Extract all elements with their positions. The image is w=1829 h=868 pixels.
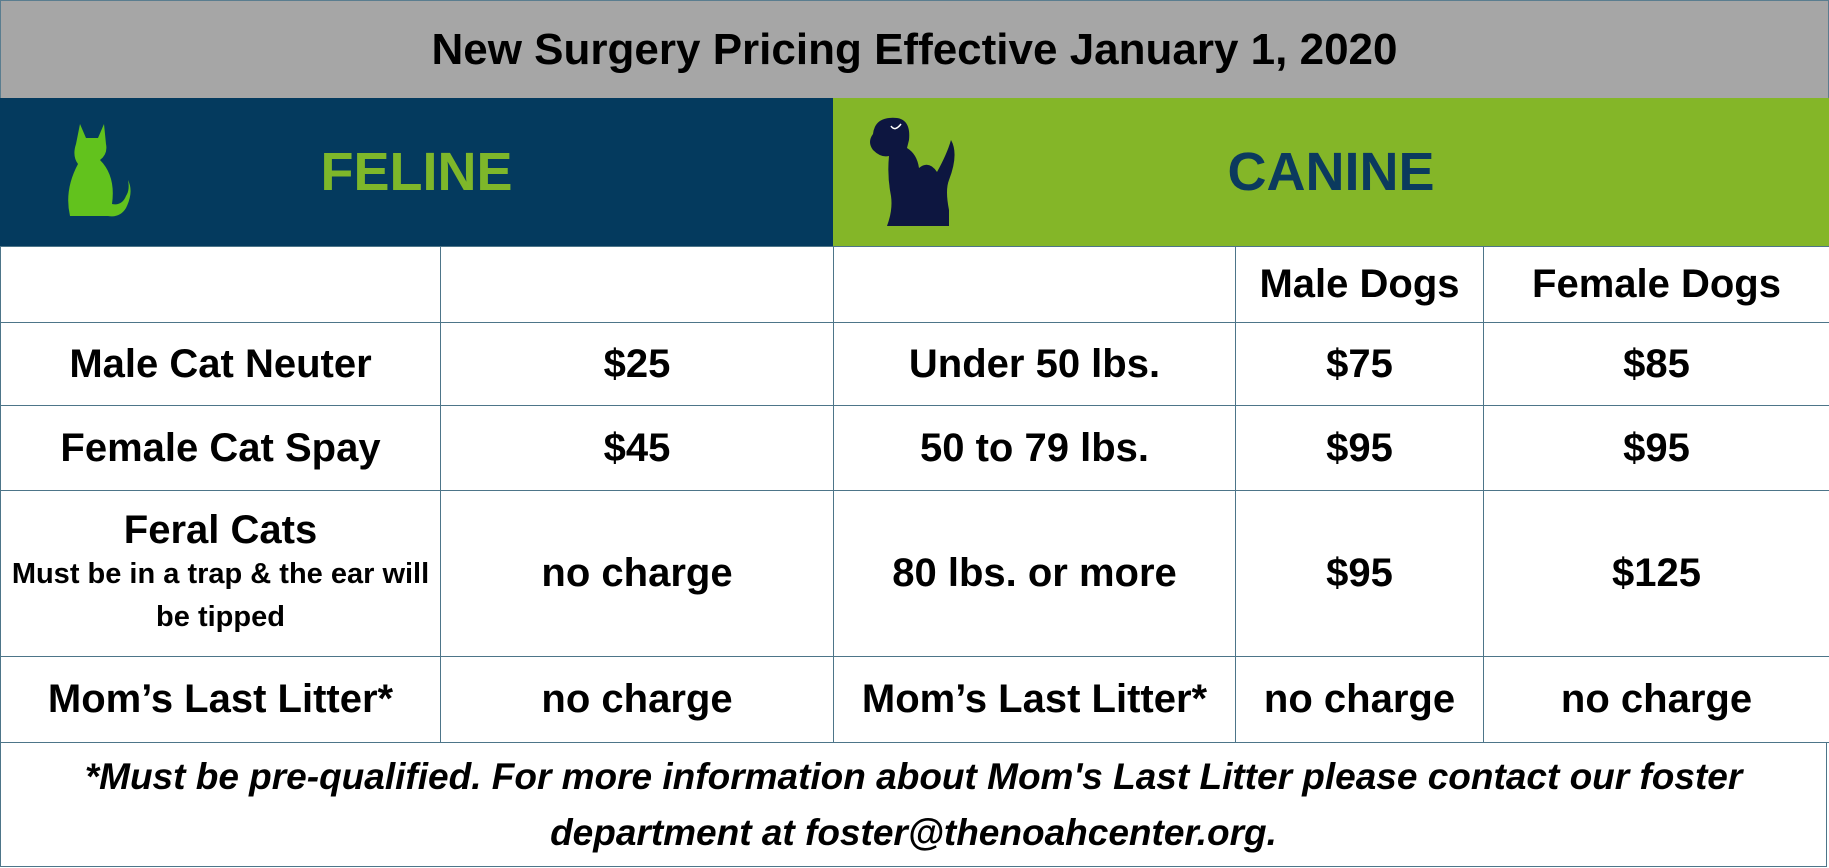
label-text: Mom’s Last Litter* (47, 677, 394, 721)
feline-price: $25 (440, 322, 834, 406)
canine-size: 50 to 79 lbs. (833, 405, 1236, 491)
row: Mom’s Last Litter* no charge Mom’s Last Li… (0, 656, 1829, 743)
male-price: $95 (1235, 490, 1484, 657)
canine-size: Mom’s Last Litter* (833, 656, 1236, 743)
female-price: $85 (1483, 322, 1829, 406)
feline-label: Feral Cats Must be in a trap & the ear wi… (0, 490, 441, 657)
canine-size: 80 lbs. or more (833, 490, 1236, 657)
label-note: Must be in a trap & the ear will be tipp… (11, 557, 430, 634)
feline-price: no charge (440, 656, 834, 743)
row: Female Cat Spay $45 50 to 79 lbs. $95 $95 (0, 405, 1829, 491)
cell (833, 246, 1236, 323)
canine-title: CANINE (1227, 142, 1435, 202)
dog-icon (870, 117, 955, 226)
canine-header: CANINE (833, 98, 1829, 246)
row: Feral Cats Must be in a trap & the ear wi… (0, 490, 1829, 657)
female-price: $95 (1483, 405, 1829, 491)
column-header: Male Dogs (1235, 246, 1484, 323)
price-table: Male Dogs Female Dogs Male Cat Neuter $25… (0, 246, 1829, 743)
cell (0, 246, 441, 323)
female-price: no charge (1483, 656, 1829, 743)
feline-header: FELINE (0, 98, 833, 246)
male-price: $95 (1235, 405, 1484, 491)
feline-title: FELINE (320, 142, 513, 202)
female-price: $125 (1483, 490, 1829, 657)
canine-size: Under 50 lbs. (833, 322, 1236, 406)
row: Male Cat Neuter $25 Under 50 lbs. $75 $85 (0, 322, 1829, 406)
feline-label: Female Cat Spay (0, 405, 441, 491)
feline-label: Male Cat Neuter (0, 322, 441, 406)
title: New Surgery Pricing Effective January 1,… (0, 0, 1829, 99)
header-row: Male Dogs Female Dogs (0, 246, 1829, 323)
male-price: $75 (1235, 322, 1484, 406)
label-text: Feral Cats (123, 507, 318, 552)
cat-icon (68, 124, 131, 217)
label-text: Female Cat Spay (60, 425, 381, 470)
footer: *Must be pre-qualified. For more informa… (0, 742, 1827, 867)
label-text: Male Cat Neuter (69, 341, 372, 386)
feline-price: no charge (440, 490, 834, 657)
feline-price: $45 (440, 405, 834, 491)
column-header: Female Dogs (1483, 246, 1829, 323)
feline-label: Mom’s Last Litter* (0, 656, 441, 743)
cell (440, 246, 834, 323)
male-price: no charge (1235, 656, 1484, 743)
